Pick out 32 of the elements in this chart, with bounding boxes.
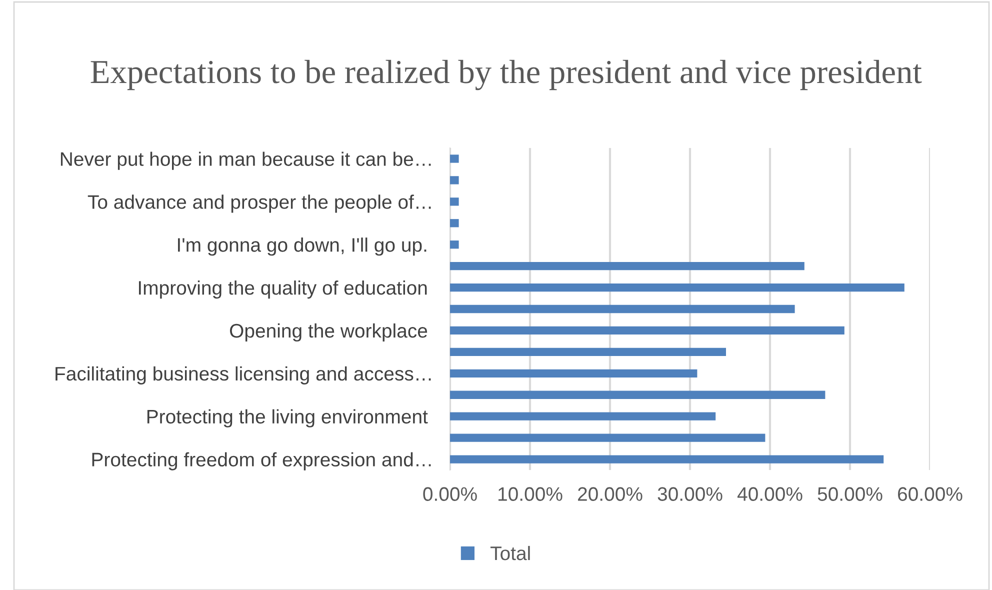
x-tick-label: 20.00% [578,487,642,501]
bar [450,455,884,464]
bar [450,176,459,184]
y-tick-label: To advance and prosper the people of… [88,194,431,213]
bar [450,240,459,249]
chart-title: Expectations to be realized by the president and vice president [90,60,922,90]
bar [450,412,716,420]
bar [450,219,459,228]
bar [450,348,726,356]
bar [450,369,698,378]
y-tick-label: Improving the quality of education [138,280,427,299]
y-tick-label: Facilitating business licensing and access… [56,366,431,384]
x-tick-label: 50.00% [818,487,882,501]
legend-label: Total [490,546,530,560]
bar [450,434,766,442]
x-tick-label: 0.00% [423,487,477,501]
bar [450,198,459,206]
x-tick-label: 30.00% [658,487,722,501]
x-tick-label: 40.00% [737,487,802,501]
y-tick-label: Opening the workplace [230,323,428,342]
x-tick-label: 10.00% [498,487,562,501]
y-tick-label: I'm gonna go down, I'll go up. [178,238,426,256]
y-tick-label: Protecting the living environment [147,409,428,428]
bar [450,390,826,399]
bar [450,154,459,163]
x-tick-label: 60.00% [898,487,962,501]
bar [450,283,904,292]
bar [450,262,804,270]
y-tick-label: Protecting freedom of expression and… [92,452,431,470]
bar [450,304,795,314]
y-tick-label: Never put hope in man because it can be… [60,152,431,170]
bar [450,326,844,335]
